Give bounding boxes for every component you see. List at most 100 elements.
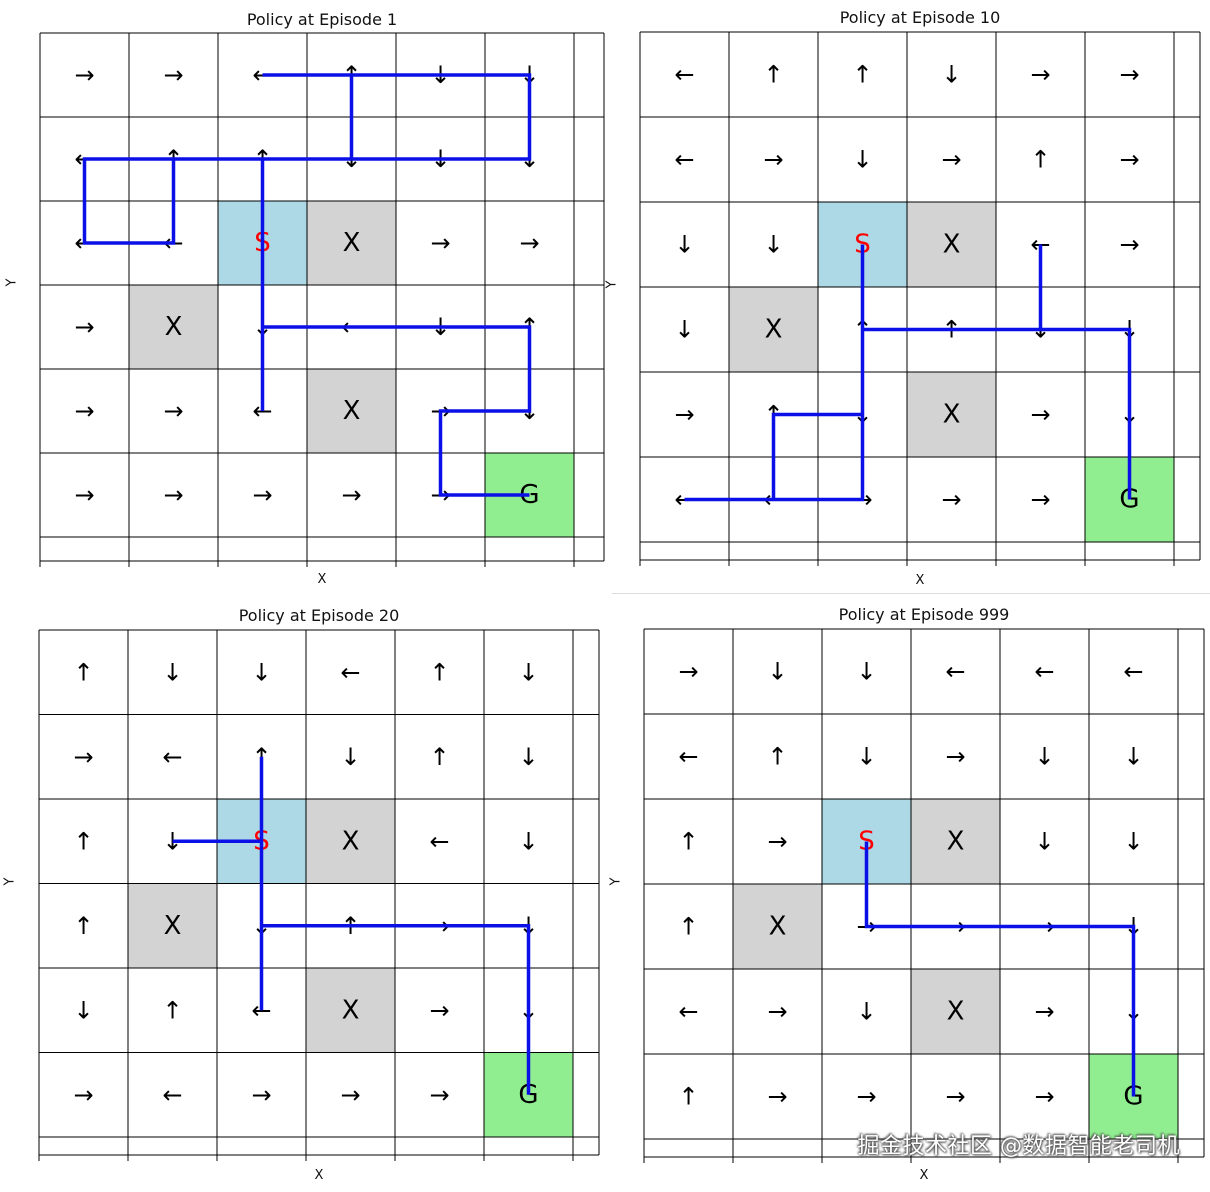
policy-arrow: ↓ — [73, 996, 93, 1024]
grid-panel-1: → → ← ↑ ↓ ↓← ↑ ↑ ↓ ↓ ↓← ← S X → →→ X ↓ ← ↓ ↑→ → ← X → ↓→ → → → → G — [39, 32, 605, 567]
policy-arrow: ↓ — [1034, 828, 1054, 856]
obstacle-label: X — [342, 995, 360, 1025]
policy-arrow: → — [767, 1083, 787, 1111]
policy-arrow: ↓ — [674, 316, 694, 344]
policy-arrow: → — [430, 229, 450, 257]
policy-arrow: ← — [429, 827, 449, 855]
policy-arrow: → — [251, 1081, 271, 1109]
obstacle-cell — [911, 969, 1000, 1054]
policy-arrow: → — [1030, 401, 1050, 429]
policy-arrow: ← — [674, 146, 694, 174]
panel-title: Policy at Episode 999 — [838, 605, 1010, 624]
policy-arrow: ↓ — [767, 658, 787, 686]
x-axis-label: X — [915, 573, 925, 588]
obstacle-cell — [911, 799, 1000, 884]
obstacle-label: X — [343, 396, 361, 426]
policy-arrow: → — [519, 229, 539, 257]
policy-arrow: → — [1034, 998, 1054, 1026]
policy-arrow: ↓ — [518, 743, 538, 771]
policy-arrow: → — [767, 998, 787, 1026]
policy-arrow: ↓ — [518, 827, 538, 855]
policy-arrow: ↑ — [73, 827, 93, 855]
agent-path — [864, 841, 1136, 1097]
panel-title: Policy at Episode 10 — [839, 8, 1001, 27]
policy-arrow: ↑ — [73, 658, 93, 686]
policy-arrow: → — [856, 1083, 876, 1111]
obstacle-cell — [307, 369, 396, 453]
policy-arrow: ↓ — [518, 658, 538, 686]
policy-arrow: → — [163, 481, 183, 509]
policy-arrow: ↓ — [941, 61, 961, 89]
policy-arrow: ↑ — [73, 912, 93, 940]
policy-arrow: → — [341, 481, 361, 509]
policy-arrow: → — [340, 1081, 360, 1109]
obstacle-label: X — [343, 228, 361, 258]
policy-arrow: ← — [1123, 658, 1143, 686]
policy-arrow: → — [763, 146, 783, 174]
policy-arrow: → — [429, 1081, 449, 1109]
policy-arrow: ← — [678, 743, 698, 771]
policy-arrow: ↑ — [1030, 146, 1050, 174]
policy-arrow: ↑ — [767, 743, 787, 771]
panel-title: Policy at Episode 20 — [238, 606, 400, 625]
policy-arrow: ← — [945, 658, 965, 686]
policy-arrow: ↓ — [852, 146, 872, 174]
policy-arrow: → — [1119, 61, 1139, 89]
obstacle-label: X — [943, 230, 961, 260]
obstacle-cell — [907, 202, 996, 287]
y-axis-label: Y — [604, 280, 620, 289]
policy-arrow: ↓ — [763, 231, 783, 259]
policy-arrow: → — [945, 1083, 965, 1111]
policy-arrow: ↓ — [1123, 743, 1143, 771]
policy-arrow: → — [429, 996, 449, 1024]
policy-arrow: → — [678, 658, 698, 686]
policy-arrow: ↑ — [429, 743, 449, 771]
policy-arrow: ↓ — [162, 658, 182, 686]
obstacle-label: X — [165, 312, 183, 342]
policy-arrow: ↓ — [856, 658, 876, 686]
obstacle-cell — [306, 799, 395, 884]
policy-arrow: ↑ — [678, 1083, 698, 1111]
grid-panel-2: ← ↑ ↑ ↓ → →← → ↓ → ↑ →↓ ↓ S X ← →↓ X ↑ ↑ ↓ ↓→ ↑ ↓ X → ↓← ← → → → G — [639, 31, 1201, 566]
grid-panel-3: ↑ ↓ ↓ ← ↑ ↓→ ← ↑ ↓ ↑ ↓↑ ↓ S X ← ↓↑ X ↓ ↑ → ↓↓ ↑ ← X → ↓→ ← → → → G — [38, 629, 600, 1161]
obstacle-label: X — [765, 315, 783, 345]
policy-arrow: → — [1030, 61, 1050, 89]
policy-arrow: ← — [674, 61, 694, 89]
policy-arrow: ↓ — [1034, 743, 1054, 771]
y-axis-label: Y — [4, 278, 20, 287]
policy-arrow: ← — [1034, 658, 1054, 686]
policy-arrow: ↓ — [340, 743, 360, 771]
policy-arrow: ↑ — [678, 828, 698, 856]
policy-arrow: ↓ — [251, 658, 271, 686]
policy-arrow: ← — [678, 998, 698, 1026]
policy-arrow: ↓ — [1123, 828, 1143, 856]
policy-arrow: ← — [162, 743, 182, 771]
panel-title: Policy at Episode 1 — [246, 10, 398, 29]
obstacle-cell — [907, 372, 996, 457]
policy-arrow: → — [74, 397, 94, 425]
agent-path — [172, 756, 531, 1095]
y-axis-label: Y — [2, 877, 18, 885]
policy-arrow: ↑ — [678, 913, 698, 941]
policy-arrow: → — [1119, 231, 1139, 259]
policy-arrow: ↑ — [162, 996, 182, 1024]
policy-arrow: ← — [162, 1081, 182, 1109]
obstacle-cell — [306, 968, 395, 1053]
policy-arrow: → — [1119, 146, 1139, 174]
obstacle-label: X — [342, 826, 360, 856]
obstacle-cell — [307, 201, 396, 285]
watermark: 掘金技术社区 @数据智能老司机 — [857, 1134, 1180, 1159]
policy-arrow: ↑ — [429, 658, 449, 686]
policy-arrow: → — [1030, 486, 1050, 514]
agent-path — [82, 73, 532, 497]
policy-arrow: → — [163, 61, 183, 89]
obstacle-cell — [733, 884, 822, 969]
policy-arrow: → — [767, 828, 787, 856]
x-axis-label: X — [919, 1168, 929, 1183]
policy-arrow: → — [252, 481, 272, 509]
panel-divider — [612, 593, 1210, 594]
x-axis-label: X — [314, 1168, 324, 1183]
policy-arrow: ↑ — [852, 61, 872, 89]
obstacle-cell — [729, 287, 818, 372]
grid-panel-4: → ↓ ↓ ← ← ←← ↑ ↓ → ↓ ↓↑ → S X ↓ ↓↑ X → → → ↓← → ↓ X → ↓↑ → → → → G — [643, 628, 1205, 1163]
